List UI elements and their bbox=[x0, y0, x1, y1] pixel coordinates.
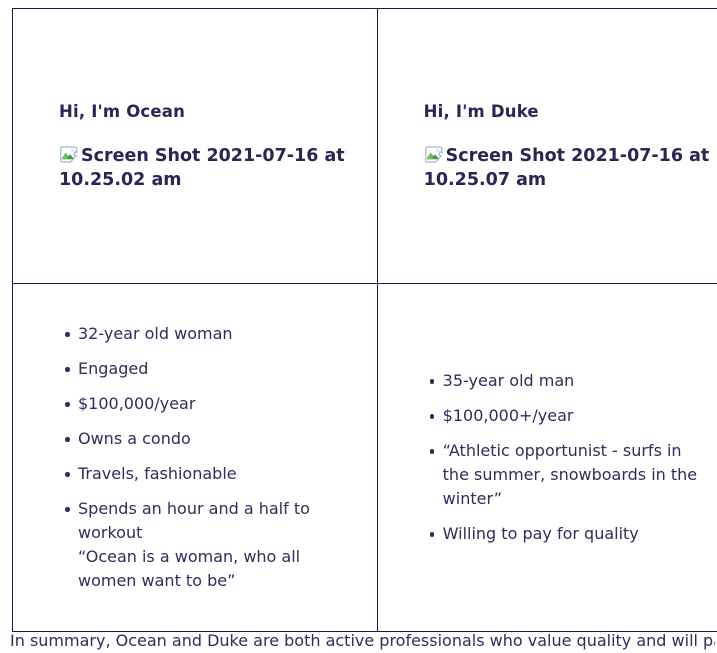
table-row-details: 32-year old woman Engaged $100,000/year … bbox=[13, 284, 717, 632]
table-row-headers: Hi, I'm Ocean Screen Shot 2021-07-16 at … bbox=[13, 9, 717, 284]
greeting-duke: Hi, I'm Duke bbox=[424, 100, 710, 124]
image-alt-line: Screen Shot 2021-07-16 at bbox=[59, 144, 345, 168]
list-item-line: “Ocean is a woman, who all bbox=[78, 545, 345, 569]
broken-image-ocean: Screen Shot 2021-07-16 at 10.25.02 am bbox=[59, 144, 345, 192]
image-alt-text: Screen Shot 2021-07-16 at bbox=[81, 146, 345, 166]
image-alt-text: 10.25.07 am bbox=[424, 168, 710, 192]
greeting-ocean: Hi, I'm Ocean bbox=[59, 100, 345, 124]
duke-bullet-list: 35-year old man $100,000+/year “Athletic… bbox=[424, 369, 710, 546]
list-item: 32-year old woman bbox=[78, 322, 345, 346]
image-alt-text: 10.25.02 am bbox=[59, 168, 345, 192]
ocean-bullet-list: 32-year old woman Engaged $100,000/year … bbox=[59, 322, 345, 593]
list-item: “Athletic opportunist - surfs in the sum… bbox=[443, 439, 710, 511]
list-item-line: women want to be” bbox=[78, 569, 345, 593]
list-item-line: Spends an hour and a half to bbox=[78, 497, 345, 521]
list-item: Travels, fashionable bbox=[78, 462, 345, 486]
list-item: Engaged bbox=[78, 357, 345, 381]
list-item: $100,000+/year bbox=[443, 404, 710, 428]
list-item: Spends an hour and a half to workout “Oc… bbox=[78, 497, 345, 593]
list-item: Willing to pay for quality bbox=[443, 522, 710, 546]
list-item: Owns a condo bbox=[78, 427, 345, 451]
list-item: $100,000/year bbox=[78, 392, 345, 416]
image-alt-text: Screen Shot 2021-07-16 at bbox=[446, 146, 710, 166]
broken-image-duke: Screen Shot 2021-07-16 at 10.25.07 am bbox=[424, 144, 710, 192]
image-alt-line: Screen Shot 2021-07-16 at bbox=[424, 144, 710, 168]
list-item-line: “Athletic opportunist - surfs in bbox=[443, 439, 710, 463]
list-item-line: workout bbox=[78, 521, 345, 545]
personas-table: Hi, I'm Ocean Screen Shot 2021-07-16 at … bbox=[12, 8, 717, 632]
broken-image-icon bbox=[424, 146, 444, 163]
list-item: 35-year old man bbox=[443, 369, 710, 393]
duke-details-cell: 35-year old man $100,000+/year “Athletic… bbox=[377, 284, 717, 632]
ocean-details-cell: 32-year old woman Engaged $100,000/year … bbox=[13, 284, 378, 632]
list-item-line: winter” bbox=[443, 487, 710, 511]
broken-image-icon bbox=[59, 146, 79, 163]
list-item-line: the summer, snowboards in the bbox=[443, 463, 710, 487]
duke-header-cell: Hi, I'm Duke Screen Shot 2021-07-16 at 1… bbox=[377, 9, 717, 284]
clipped-caption: In summary, Ocean and Duke are both acti… bbox=[10, 629, 715, 653]
ocean-header-cell: Hi, I'm Ocean Screen Shot 2021-07-16 at … bbox=[13, 9, 378, 284]
